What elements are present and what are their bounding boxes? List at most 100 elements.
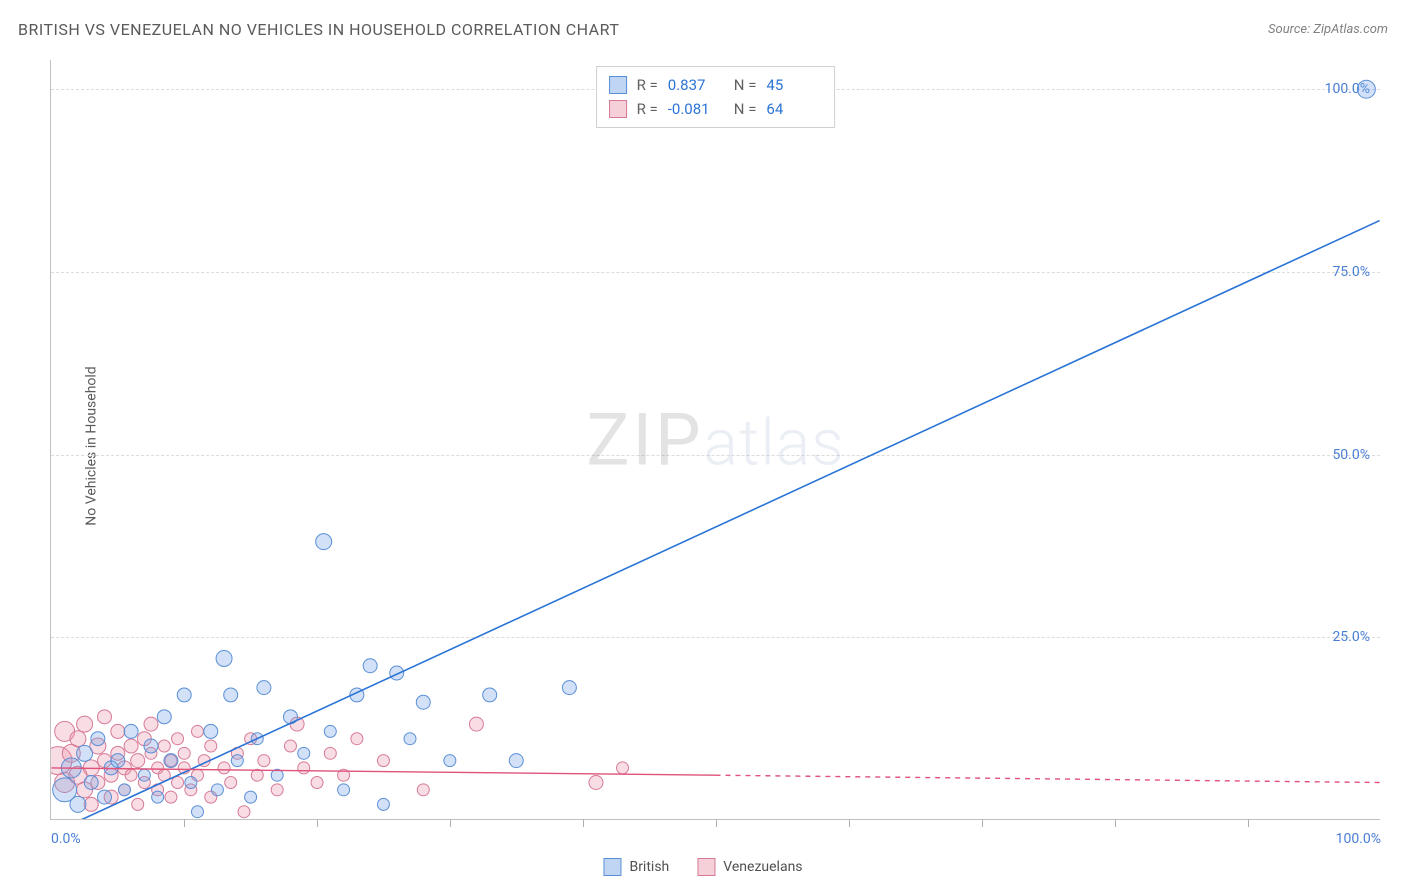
point-venezuelan — [311, 777, 323, 789]
point-british — [177, 688, 191, 702]
point-venezuelan — [158, 740, 170, 752]
point-british — [118, 784, 130, 796]
swatch-pink-icon — [609, 100, 627, 118]
x-tick-label-max: 100.0% — [1336, 831, 1381, 847]
legend-item-venezuelan: Venezuelans — [697, 858, 802, 876]
point-british — [91, 732, 105, 746]
point-british — [509, 754, 523, 768]
legend-item-british: British — [603, 858, 669, 876]
point-british — [324, 725, 336, 737]
swatch-blue-icon — [603, 858, 621, 876]
swatch-pink-icon — [697, 858, 715, 876]
legend-label: Venezuelans — [723, 859, 802, 875]
point-british — [211, 784, 223, 796]
point-venezuelan — [131, 754, 145, 768]
point-venezuelan — [191, 725, 203, 737]
point-british — [377, 798, 389, 810]
point-british — [1357, 80, 1375, 98]
point-british — [70, 796, 86, 812]
point-venezuelan — [111, 724, 125, 738]
legend-label: British — [629, 859, 669, 875]
point-british — [138, 769, 150, 781]
point-british — [257, 681, 271, 695]
point-venezuelan — [124, 739, 138, 753]
point-venezuelan — [351, 733, 363, 745]
point-venezuelan — [165, 791, 177, 803]
n-value: 64 — [766, 97, 822, 121]
n-value: 45 — [766, 73, 822, 97]
point-venezuelan — [70, 731, 86, 747]
point-british — [483, 688, 497, 702]
point-venezuelan — [225, 777, 237, 789]
point-british — [157, 710, 171, 724]
correlation-legend: R = 0.837 N = 45 R = -0.081 N = 64 — [596, 66, 836, 128]
point-british — [562, 681, 576, 695]
point-venezuelan — [144, 717, 158, 731]
point-british — [164, 754, 178, 768]
point-venezuelan — [271, 784, 283, 796]
point-venezuelan — [589, 776, 603, 790]
x-tick — [1115, 819, 1116, 827]
point-british — [204, 724, 218, 738]
regression-line — [51, 768, 715, 775]
point-british — [390, 666, 404, 680]
x-tick — [982, 819, 983, 827]
chart-header: BRITISH VS VENEZUELAN NO VEHICLES IN HOU… — [18, 20, 1388, 39]
point-british — [191, 806, 203, 818]
r-label: R = — [637, 73, 658, 97]
point-venezuelan — [238, 806, 250, 818]
point-venezuelan — [251, 769, 263, 781]
point-british — [316, 534, 332, 550]
plot-area: ZIPatlas R = 0.837 N = 45 R = -0.081 N =… — [50, 60, 1380, 820]
point-venezuelan — [125, 769, 137, 781]
x-tick — [317, 819, 318, 827]
point-venezuelan — [377, 755, 389, 767]
regression-line — [51, 221, 1379, 819]
point-british — [245, 791, 257, 803]
source-label: Source: ZipAtlas.com — [1268, 22, 1388, 37]
point-venezuelan — [205, 740, 217, 752]
point-venezuelan — [258, 755, 270, 767]
point-venezuelan — [417, 784, 429, 796]
point-british — [216, 650, 232, 666]
swatch-blue-icon — [609, 76, 627, 94]
x-tick — [1248, 819, 1249, 827]
point-british — [338, 784, 350, 796]
regression-line — [716, 775, 1380, 782]
legend-row-british: R = 0.837 N = 45 — [609, 73, 823, 97]
point-british — [363, 659, 377, 673]
point-british — [224, 688, 238, 702]
x-tick — [716, 819, 717, 827]
point-venezuelan — [172, 733, 184, 745]
point-british — [111, 754, 125, 768]
point-venezuelan — [178, 747, 190, 759]
point-british — [124, 724, 138, 738]
r-label: R = — [637, 97, 658, 121]
point-british — [77, 745, 93, 761]
point-venezuelan — [77, 716, 93, 732]
x-tick-label-min: 0.0% — [51, 831, 81, 847]
point-british — [298, 747, 310, 759]
r-value: -0.081 — [668, 97, 724, 121]
point-venezuelan — [172, 777, 184, 789]
series-legend: British Venezuelans — [603, 858, 802, 876]
x-tick — [583, 819, 584, 827]
legend-row-venezuelan: R = -0.081 N = 64 — [609, 97, 823, 121]
point-venezuelan — [98, 710, 112, 724]
point-venezuelan — [284, 740, 296, 752]
r-value: 0.837 — [668, 73, 724, 97]
x-tick — [184, 819, 185, 827]
x-tick — [849, 819, 850, 827]
point-british — [185, 777, 197, 789]
point-british — [98, 790, 112, 804]
n-label: N = — [734, 97, 757, 121]
point-british — [416, 695, 430, 709]
point-british — [152, 791, 164, 803]
point-venezuelan — [324, 747, 336, 759]
point-venezuelan — [617, 762, 629, 774]
point-british — [444, 755, 456, 767]
point-venezuelan — [218, 762, 230, 774]
point-venezuelan — [132, 798, 144, 810]
point-venezuelan — [469, 717, 483, 731]
point-venezuelan — [298, 762, 310, 774]
